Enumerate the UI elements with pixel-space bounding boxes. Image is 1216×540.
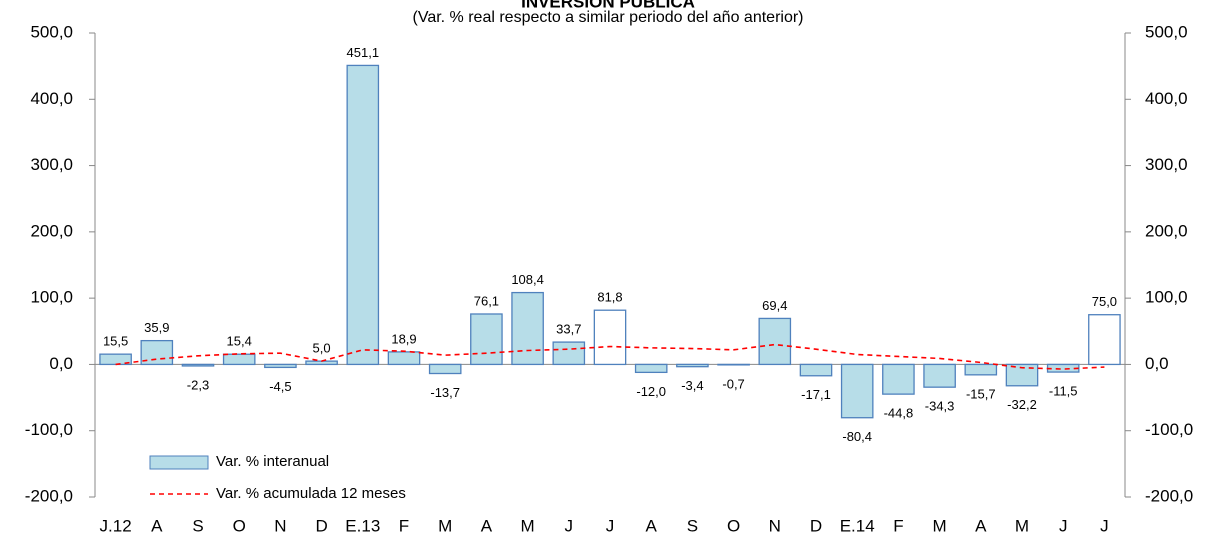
value-label: -2,3 [187,377,209,392]
y2-tick-label: -100,0 [1145,420,1193,439]
x-tick-label: E.13 [345,516,380,535]
value-label: 15,4 [227,334,252,349]
y-tick-label: 500,0 [30,22,73,41]
value-label: 5,0 [313,341,331,356]
x-tick-label: S [192,516,203,535]
value-label: -15,7 [966,386,996,401]
value-label: 33,7 [556,322,581,337]
legend-label: Var. % acumulada 12 meses [216,485,406,502]
x-tick-label: O [727,516,740,535]
value-label: -17,1 [801,387,831,402]
y-tick-label: -100,0 [25,420,73,439]
x-tick-label: J.12 [100,516,132,535]
value-label: 451,1 [347,45,380,60]
y-tick-label: 100,0 [30,288,73,307]
bar [428,363,462,375]
bar [470,313,503,366]
y2-tick-label: 0,0 [1145,354,1169,373]
bar [676,363,709,368]
x-tick-label: O [233,516,246,535]
value-label: -0,7 [722,376,744,391]
x-tick-label: A [975,516,987,535]
bar [222,353,256,366]
bar [634,363,668,374]
bar [799,363,833,377]
x-tick-label: S [687,516,698,535]
value-label: -34,3 [925,399,955,414]
x-tick-label: M [521,516,535,535]
value-label: 81,8 [597,290,622,305]
bar [1088,314,1121,366]
y2-tick-label: 300,0 [1145,155,1188,174]
value-label: -3,4 [681,378,703,393]
y-tick-label: 300,0 [30,155,73,174]
legend-label: Var. % interanual [216,453,329,470]
y2-tick-label: -200,0 [1145,486,1193,505]
line [115,343,1105,370]
y2-tick-label: 200,0 [1145,221,1188,240]
chart-title: INVERSIÓN PÚBLICA [521,0,695,11]
y2-tick-label: 100,0 [1145,288,1188,307]
x-tick-label: M [1015,516,1029,535]
bar [346,64,380,366]
bar [964,363,998,376]
bar [882,363,915,395]
bar [758,317,792,366]
x-tick-label: F [893,516,903,535]
bar [923,363,956,388]
x-tick-label: A [481,516,493,535]
y-tick-label: 0,0 [49,354,73,373]
y-tick-label: 200,0 [30,221,73,240]
y-tick-label: -200,0 [25,486,73,505]
value-label: -4,5 [269,379,291,394]
value-label: 75,0 [1092,294,1117,309]
x-tick-label: F [399,516,409,535]
bar [511,291,544,366]
x-tick-label: J [565,516,574,535]
value-label: -13,7 [430,385,460,400]
bar [1005,363,1039,387]
x-tick-label: J [1100,516,1109,535]
x-tick-label: D [315,516,327,535]
legend-swatch [149,455,209,470]
x-tick-label: J [606,516,615,535]
bar [387,351,421,366]
value-label: 69,4 [762,298,787,313]
value-label: -11,5 [1049,383,1078,398]
x-tick-label: N [274,516,286,535]
bar [840,363,874,419]
value-label: -32,2 [1007,397,1037,412]
bar [99,353,132,366]
bar [264,363,297,369]
value-label: 15,5 [103,334,128,349]
value-label: 35,9 [144,320,169,335]
y2-tick-label: 400,0 [1145,89,1188,108]
bar [593,309,627,366]
chart-subtitle: (Var. % real respecto a similar periodo … [413,9,804,26]
x-tick-label: A [646,516,658,535]
bar [181,363,215,367]
value-label: -80,4 [842,429,872,444]
value-label: 76,1 [474,293,499,308]
value-label: -44,8 [884,406,914,421]
bar [552,341,586,366]
x-tick-label: J [1059,516,1068,535]
x-tick-label: N [769,516,781,535]
y-tick-label: 400,0 [30,89,73,108]
x-tick-label: A [151,516,163,535]
value-label: 108,4 [511,272,544,287]
x-tick-label: E.14 [840,516,875,535]
x-tick-label: M [933,516,947,535]
y2-tick-label: 500,0 [1145,22,1188,41]
value-label: 18,9 [391,331,416,346]
x-tick-label: M [438,516,452,535]
value-label: -12,0 [636,384,666,399]
x-tick-label: D [810,516,822,535]
